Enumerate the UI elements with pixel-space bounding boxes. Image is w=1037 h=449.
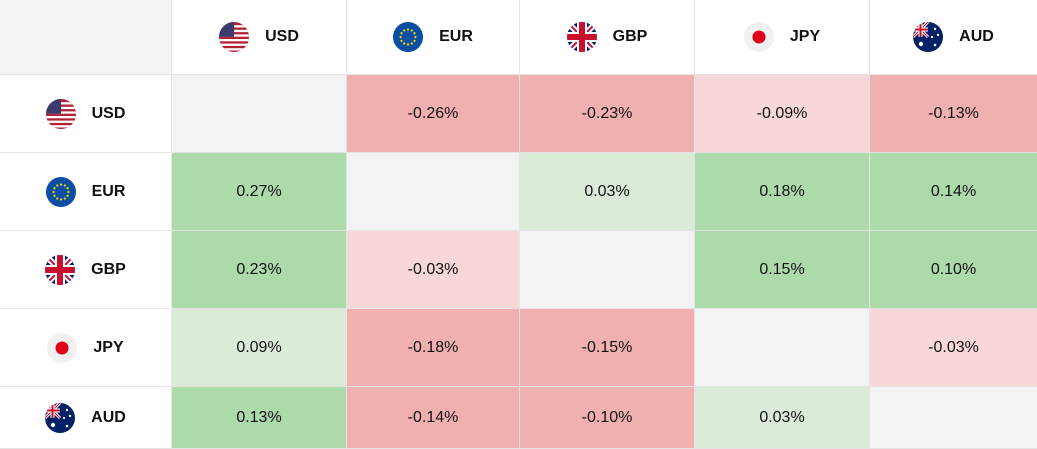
row-header-jpy: JPY: [0, 309, 172, 387]
row-header-label: GBP: [91, 260, 126, 278]
col-header-label: EUR: [439, 28, 473, 45]
eu-flag-icon: [45, 176, 76, 207]
us-flag-icon: [219, 22, 250, 52]
matrix-cell: [870, 387, 1037, 449]
jp-flag-icon: [743, 22, 774, 52]
col-header-label: GBP: [612, 28, 648, 45]
au-flag-icon: [45, 402, 76, 433]
jp-flag-icon: [47, 332, 78, 363]
col-header-usd: USD: [172, 0, 347, 75]
matrix-cell: 0.23%: [172, 231, 347, 309]
us-flag-icon: [45, 98, 76, 129]
matrix-cell: 0.10%: [870, 231, 1037, 309]
matrix-cell: [695, 309, 870, 387]
row-header-label: USD: [91, 104, 126, 122]
corner-cell: [0, 0, 172, 75]
matrix-cell: -0.18%: [347, 309, 520, 387]
matrix-cell: -0.26%: [347, 75, 520, 153]
matrix-cell: -0.03%: [870, 309, 1037, 387]
matrix-cell: 0.27%: [172, 153, 347, 231]
matrix-cell: 0.15%: [695, 231, 870, 309]
matrix-cell: -0.23%: [520, 75, 695, 153]
matrix-cell: 0.14%: [870, 153, 1037, 231]
matrix-cell: 0.18%: [695, 153, 870, 231]
col-header-eur: EUR: [347, 0, 520, 75]
matrix-cell: 0.03%: [520, 153, 695, 231]
row-header-gbp: GBP: [0, 231, 172, 309]
matrix-cell: [520, 231, 695, 309]
row-header-usd: USD: [0, 75, 172, 153]
matrix-cell: -0.15%: [520, 309, 695, 387]
col-header-aud: AUD: [870, 0, 1037, 75]
matrix-cell: 0.03%: [695, 387, 870, 449]
col-header-label: USD: [265, 28, 299, 45]
row-header-eur: EUR: [0, 153, 172, 231]
matrix-cell: 0.09%: [172, 309, 347, 387]
row-header-aud: AUD: [0, 387, 172, 449]
matrix-cell: [172, 75, 347, 153]
matrix-cell: -0.14%: [347, 387, 520, 449]
row-header-label: EUR: [91, 182, 126, 200]
matrix-cell: [347, 153, 520, 231]
row-header-label: JPY: [93, 338, 124, 356]
col-header-gbp: GBP: [520, 0, 695, 75]
matrix-cell: 0.13%: [172, 387, 347, 449]
matrix-cell: -0.03%: [347, 231, 520, 309]
matrix-cell: -0.09%: [695, 75, 870, 153]
matrix-cell: -0.10%: [520, 387, 695, 449]
uk-flag-icon: [45, 254, 76, 285]
col-header-label: AUD: [959, 28, 994, 45]
au-flag-icon: [913, 22, 944, 52]
col-header-jpy: JPY: [695, 0, 870, 75]
matrix-cell: -0.13%: [870, 75, 1037, 153]
eu-flag-icon: [393, 22, 424, 52]
row-header-label: AUD: [91, 408, 126, 426]
uk-flag-icon: [566, 22, 597, 52]
col-header-label: JPY: [789, 28, 821, 45]
